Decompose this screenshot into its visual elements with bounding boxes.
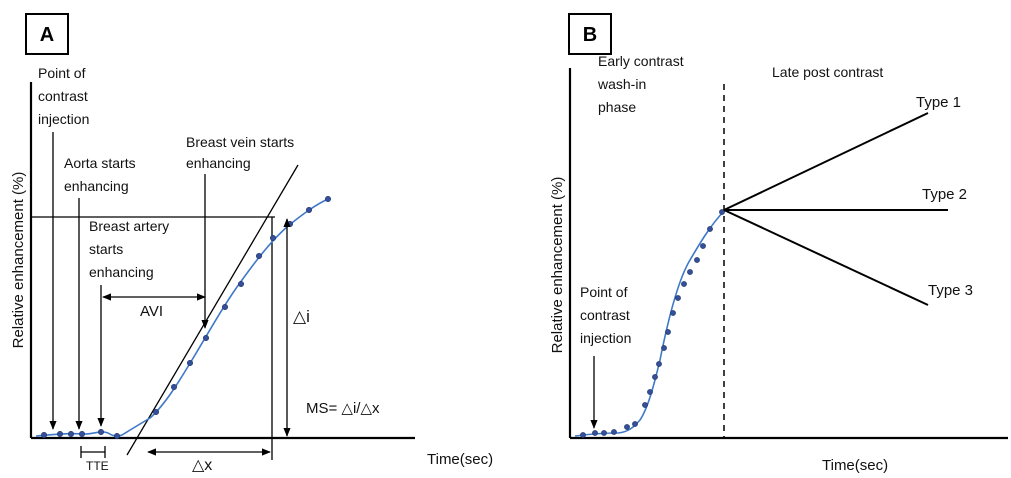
b-injection-line-1: Point of [580,284,628,300]
panel-a-letter: A [40,24,54,46]
late-phase-label: Late post contrast [772,64,883,80]
artery-line-1: Breast artery [89,218,169,234]
curve-point [670,310,676,316]
early-line-2: wash-in [597,76,646,92]
panel-a-curve [35,198,329,437]
curve-point [661,345,667,351]
tte-label: TTE [86,459,109,473]
type-2-label: Type 2 [922,186,967,203]
aorta-label: Aorta starts enhancing [64,155,139,194]
panel-a-dots [40,196,331,439]
vein-line-1: Breast vein starts [186,134,294,150]
type-3-line [723,209,929,306]
curve-point [601,430,607,436]
panel-b-letter: B [583,24,597,46]
curve-point [656,361,662,367]
type-1-line [723,112,929,211]
curve-point [675,295,681,301]
b-injection-line-2: contrast [580,307,630,323]
curve-point [632,421,638,427]
curve-point [203,334,210,341]
injection-line-3: injection [38,111,89,127]
panel-b-curve [574,210,725,437]
curve-point [40,431,47,438]
curve-point [255,253,262,260]
injection-line-2: contrast [38,88,88,104]
panel-b-dots [580,209,725,438]
panel-b: B Relative enhancement (%) Time(sec) [549,13,1008,474]
curve-point [624,424,630,430]
vein-line-2: enhancing [186,155,251,171]
injection-label: Point of contrast injection [38,65,92,127]
early-phase-label: Early contrast wash-in phase [597,53,687,115]
curve-point [707,226,713,232]
delta-x-label: △x [192,457,212,474]
curve-point [580,432,586,438]
curve-point [305,207,312,214]
curve-point [171,383,178,390]
aorta-line-2: enhancing [64,178,129,194]
avi-label: AVI [140,303,163,320]
curve-point [114,432,121,439]
curve-point [286,221,293,228]
curve-point [68,430,75,437]
b-injection-label: Point of contrast injection [580,284,634,346]
early-line-1: Early contrast [598,53,684,69]
b-injection-line-3: injection [580,330,631,346]
curve-point [153,408,160,415]
type-3-label: Type 3 [928,282,973,299]
aorta-line-1: Aorta starts [64,155,136,171]
type-1-label: Type 1 [916,94,961,111]
early-line-3: phase [598,99,636,115]
curve-point [56,430,63,437]
vein-label: Breast vein starts enhancing [186,134,298,171]
delta-i-label: △i [293,307,310,326]
artery-line-2: starts [89,241,123,257]
panel-a-y-label: Relative enhancement (%) [10,172,27,349]
curve-point [238,280,245,287]
curve-point [687,269,693,275]
panel-a-slope-line [126,164,299,456]
curve-point [665,329,671,335]
artery-line-3: enhancing [89,264,154,280]
curve-point [592,430,598,436]
curve-point [719,209,725,215]
curve-point [269,235,276,242]
curve-point [700,243,706,249]
curve-point [681,281,687,287]
curve-point [652,374,658,380]
curve-point [647,389,653,395]
panel-b-x-label: Time(sec) [822,457,888,474]
panel-a: A Relative enhancement (%) Time(sec) [10,13,493,474]
panel-a-x-label: Time(sec) [427,451,493,468]
injection-line-1: Point of [38,65,86,81]
artery-label: Breast artery starts enhancing [89,218,173,280]
curve-point [642,402,648,408]
curve-point [79,430,86,437]
panel-a-box [25,13,69,55]
curve-point [187,359,194,366]
curve-point [324,196,331,203]
panel-b-y-label: Relative enhancement (%) [549,177,566,354]
ms-label: MS= △i/△x [306,400,380,417]
curve-point [98,428,105,435]
panel-b-box [568,13,612,55]
curve-point [611,429,617,435]
curve-point [694,257,700,263]
curve-point [222,303,229,310]
